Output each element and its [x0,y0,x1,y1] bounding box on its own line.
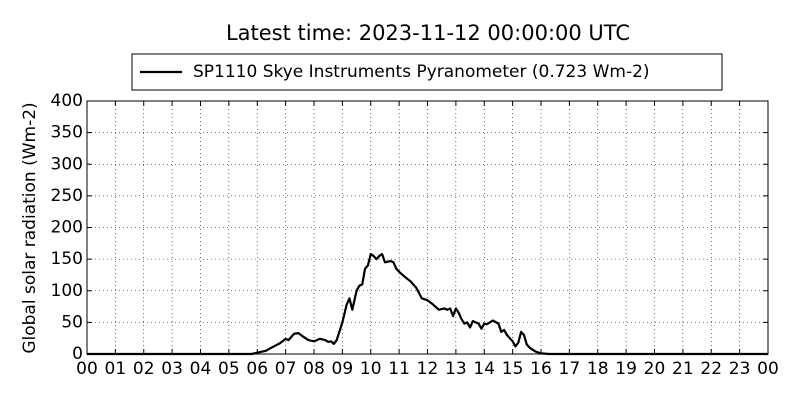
x-tick-label: 13 [445,359,467,379]
x-tick-label: 11 [388,359,410,379]
y-axis-label: Global solar radiation (Wm-2) [20,102,40,353]
y-tick-label: 250 [51,186,83,206]
x-tick-label: 21 [672,359,694,379]
x-tick-label: 10 [360,359,382,379]
x-tick-label: 07 [275,359,297,379]
x-tick-label: 19 [615,359,637,379]
x-tick-label: 14 [473,359,495,379]
legend-label: SP1110 Skye Instruments Pyranometer (0.7… [193,62,650,82]
x-tick-label: 17 [559,359,581,379]
data-line [87,252,768,356]
x-tick-label: 00 [76,359,98,379]
x-tick-label: 18 [587,359,609,379]
y-tick-label: 350 [51,123,83,143]
y-tick-label: 0 [72,344,83,364]
x-tick-label: 01 [105,359,127,379]
x-tick-label: 20 [644,359,666,379]
x-tick-label: 08 [303,359,325,379]
x-tick-label: 16 [530,359,552,379]
y-tick-label: 50 [61,312,83,332]
legend [131,53,723,91]
x-tick-label: 02 [133,359,155,379]
y-tick-label: 400 [51,91,83,111]
y-tick-label: 150 [51,249,83,269]
chart-title: Latest time: 2023-11-12 00:00:00 UTC [226,21,630,45]
x-tick-label: 05 [218,359,240,379]
x-tick-label: 03 [161,359,183,379]
y-tick-label: 100 [51,281,83,301]
plot-frame [86,100,769,355]
x-tick-label: 22 [700,359,722,379]
x-tick-label: 06 [246,359,268,379]
x-tick-label: 09 [332,359,354,379]
y-tick-label: 300 [51,154,83,174]
x-tick-label: 00 [757,359,779,379]
x-tick-label: 23 [729,359,751,379]
x-tick-label: 15 [502,359,524,379]
x-tick-label: 04 [190,359,212,379]
x-tick-label: 12 [417,359,439,379]
y-tick-label: 200 [51,218,83,238]
